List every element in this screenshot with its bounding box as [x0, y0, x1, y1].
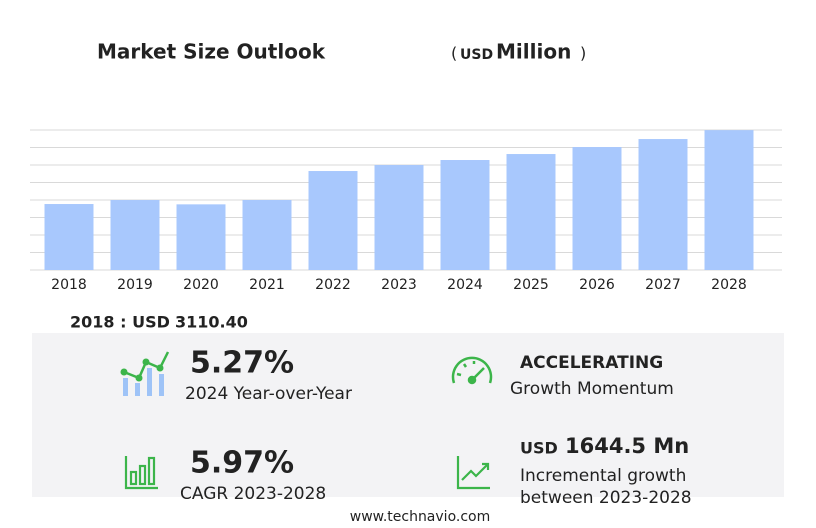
x-tick-label: 2020	[183, 277, 219, 293]
cagr-value: 5.97%	[190, 446, 294, 481]
highlight-label: 2018 : USD	[70, 313, 170, 332]
bar	[638, 139, 688, 270]
x-tick-label: 2027	[645, 277, 681, 293]
yoy-value: 5.27%	[190, 346, 294, 381]
incremental-label: Incremental growth	[520, 466, 686, 486]
bar	[242, 200, 292, 270]
stats-panel	[32, 333, 784, 497]
bar	[440, 160, 490, 270]
yoy-icon	[120, 351, 170, 396]
cagr-label: CAGR 2023-2028	[180, 484, 326, 504]
momentum-label: Growth Momentum	[510, 379, 674, 399]
x-tick-label: 2028	[711, 277, 747, 293]
incremental-label: between 2023-2028	[520, 488, 692, 508]
x-tick-label: 2024	[447, 277, 483, 293]
x-tick-label: 2018	[51, 277, 87, 293]
incremental-value: 1644.5 Mn	[565, 434, 689, 458]
unit-paren: )	[580, 44, 586, 63]
cagr-icon	[124, 456, 158, 490]
incremental-currency: USD	[520, 439, 558, 458]
momentum-value: ACCELERATING	[520, 353, 663, 373]
bar	[704, 130, 754, 270]
x-tick-label: 2019	[117, 277, 153, 293]
highlight-value: 3110.40	[175, 313, 248, 332]
footer: www.technavio.com	[350, 509, 491, 525]
momentum-icon	[451, 356, 493, 385]
x-tick-label: 2026	[579, 277, 615, 293]
bar	[506, 154, 556, 270]
bar	[44, 204, 94, 270]
chart-title: Market Size Outlook	[97, 40, 326, 64]
unit-word: Million	[496, 40, 571, 64]
x-tick-label: 2023	[381, 277, 417, 293]
bar	[374, 165, 424, 270]
unit-paren: (	[451, 44, 457, 63]
bar	[176, 204, 226, 270]
x-tick-label: 2021	[249, 277, 285, 293]
bar	[110, 200, 160, 270]
x-tick-label: 2025	[513, 277, 549, 293]
bar	[308, 171, 358, 270]
x-tick-label: 2022	[315, 277, 351, 293]
unit-currency: USD	[460, 47, 493, 63]
bar	[572, 147, 622, 270]
yoy-label: 2024 Year-over-Year	[185, 384, 352, 404]
incremental-icon	[456, 456, 490, 490]
chart-area: 2018 2019 2020 2021 2022 2023 2024 2025 2026 2027…	[30, 129, 782, 293]
